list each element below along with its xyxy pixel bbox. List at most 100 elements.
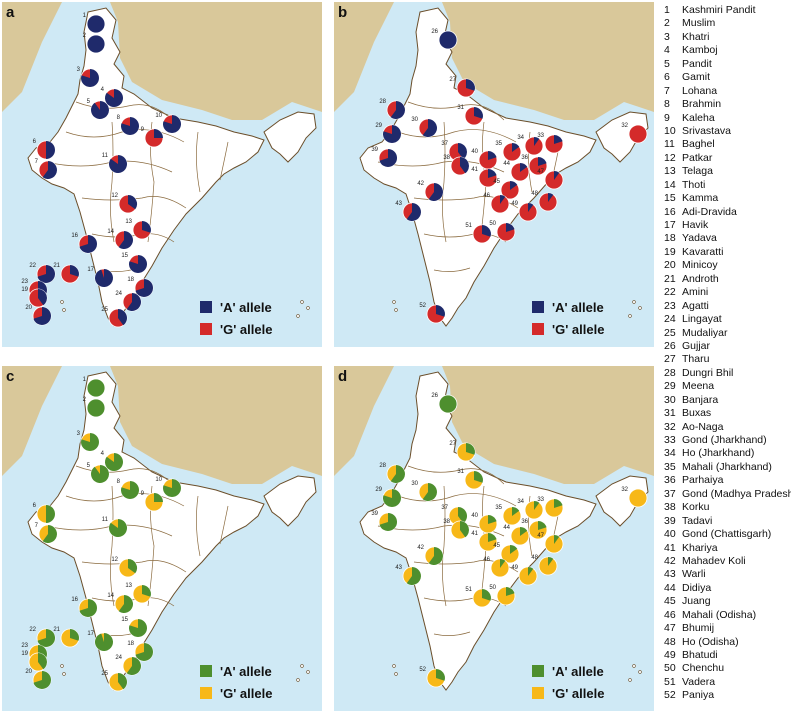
pie-slice-a-allele	[70, 265, 80, 277]
pie-marker-28: 28	[379, 463, 406, 484]
pie-slice-a-allele	[37, 265, 55, 283]
population-item: 26 Gujjar	[664, 339, 711, 352]
pie-number-label: 47	[537, 169, 544, 175]
pie-marker-21: 21	[53, 627, 80, 648]
pie-number-label: 37	[441, 141, 448, 147]
pie-marker-44: 44	[503, 525, 530, 546]
pie-number-label: 38	[443, 155, 450, 161]
pie-number-label: 30	[411, 481, 418, 487]
population-item: 4 Kamboj	[664, 44, 718, 57]
pie-number-label: 2	[83, 397, 87, 403]
pie-marker-11: 11	[102, 517, 128, 538]
legend-b: 'A' allele 'G' allele	[532, 296, 604, 340]
pie-marker-5: 5	[87, 463, 110, 484]
pie-number-label: 9	[141, 127, 145, 133]
pie-marker-1: 1	[83, 377, 106, 398]
pie-number-label: 11	[102, 153, 109, 159]
population-item: 23 Agatti	[664, 299, 709, 312]
state-border	[528, 495, 533, 557]
pie-marker-1: 1	[83, 13, 106, 34]
pie-marker-17: 17	[87, 631, 114, 652]
pie-number-label: 30	[411, 117, 418, 123]
population-item: 51 Vadera	[664, 675, 716, 688]
population-item: 28 Dungri Bhil	[664, 366, 734, 379]
northeast-outline	[595, 111, 649, 163]
state-border	[407, 465, 505, 485]
pie-base	[628, 124, 648, 144]
state-border	[110, 485, 115, 607]
pie-number-label: 3	[77, 67, 81, 73]
pie-slice-a-allele	[548, 193, 554, 202]
pie-slice-a-allele	[512, 507, 520, 516]
population-item: 15 Kamma	[664, 192, 719, 205]
pie-number-label: 36	[521, 519, 528, 525]
pie-slice-a-allele	[79, 235, 97, 253]
pie-number-label: 50	[489, 585, 496, 591]
pie-slice-a-allele	[436, 669, 445, 681]
pie-number-label: 4	[101, 87, 105, 93]
population-item: 48 Ho (Odisha)	[664, 635, 739, 648]
pie-slice-a-allele	[458, 507, 467, 524]
pie-slice-a-allele	[482, 225, 491, 237]
population-item: 22 Amini	[664, 286, 709, 299]
pie-base	[86, 14, 106, 34]
legend-swatch-a	[200, 301, 212, 313]
pie-slice-a-allele	[42, 161, 57, 179]
pie-slice-a-allele	[37, 629, 55, 647]
legend-c: 'A' allele 'G' allele	[200, 660, 272, 704]
population-item: 32 Ao-Naga	[664, 420, 724, 433]
pie-marker-42: 42	[417, 545, 444, 566]
pie-slice-a-allele	[142, 221, 151, 233]
pie-marker-15: 15	[121, 253, 148, 274]
pie-number-label: 10	[155, 477, 162, 483]
pie-slice-a-allele	[528, 567, 534, 576]
population-item: 12 Patkar	[664, 151, 713, 164]
pie-number-label: 24	[115, 291, 122, 297]
population-item: 39 Tadavi	[664, 514, 713, 527]
pie-slice-a-allele	[118, 309, 127, 326]
neighbouring-land	[2, 366, 322, 484]
population-item: 1 Kashmiri Pandit	[664, 4, 756, 16]
neighbouring-land	[334, 366, 654, 484]
state-border	[397, 493, 517, 507]
pie-marker-15: 15	[121, 617, 148, 638]
pie-number-label: 45	[493, 543, 500, 549]
pie-number-label: 40	[471, 513, 478, 519]
panel-d: 26 27 28 29 30 31 39 37 38 35 34 33 36 40 44 41 47 45 42 43…	[334, 366, 654, 711]
state-border	[433, 267, 471, 272]
island	[300, 664, 304, 668]
island	[394, 308, 398, 312]
pie-slice-a-allele	[488, 533, 497, 542]
population-item: 19 Kavaratti	[664, 245, 724, 258]
pie-number-label: 47	[537, 533, 544, 539]
pie-slice-a-allele	[154, 493, 163, 502]
legend-item-a-allele: 'A' allele	[200, 660, 272, 682]
state-border	[196, 131, 201, 193]
pie-slice-a-allele	[528, 203, 534, 212]
pie-slice-a-allele	[554, 499, 563, 508]
island	[296, 314, 300, 318]
pie-slice-a-allele	[488, 169, 497, 178]
pie-slice-a-allele	[104, 453, 123, 471]
pie-number-label: 48	[531, 555, 538, 561]
pie-slice-a-allele	[154, 129, 163, 138]
pie-marker-47: 47	[537, 533, 564, 554]
population-item: 34 Ho (Jharkhand)	[664, 447, 755, 460]
pie-slice-a-allele	[118, 673, 127, 690]
population-item: 44 Didiya	[664, 581, 712, 594]
pie-slice-a-allele	[383, 489, 401, 507]
pie-marker-7: 7	[35, 159, 58, 180]
population-item: 33 Gond (Jharkhand)	[664, 434, 767, 446]
pie-marker-27: 27	[449, 77, 476, 98]
pie-marker-32: 32	[621, 123, 648, 144]
pie-marker-39: 39	[371, 147, 398, 168]
pie-base	[628, 488, 648, 508]
pie-number-label: 33	[537, 497, 544, 503]
island	[392, 300, 396, 304]
population-item: 7 Lohana	[664, 84, 718, 97]
pie-marker-41: 41	[471, 167, 498, 188]
pie-marker-29: 29	[375, 487, 402, 508]
population-item: 46 Mahali (Odisha)	[664, 608, 757, 621]
pie-number-label: 5	[87, 463, 91, 469]
pie-number-label: 16	[71, 597, 78, 603]
